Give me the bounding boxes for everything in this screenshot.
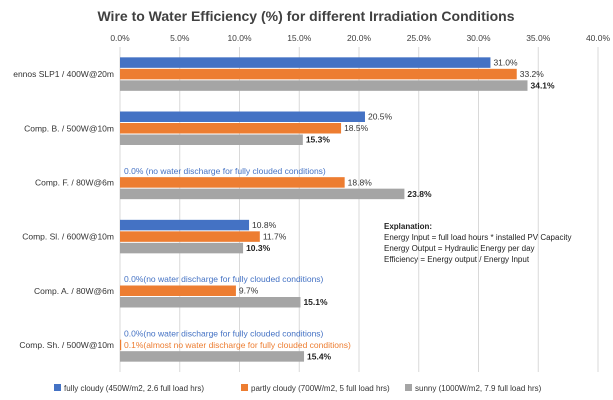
- data-label: 23.8%: [407, 189, 432, 199]
- bar-sunny: [120, 351, 305, 362]
- bars: [120, 57, 528, 362]
- explanation-heading: Explanation:: [384, 222, 432, 231]
- annotation-text: 0.0%(no water discharge for fully cloude…: [124, 274, 324, 284]
- bar-partly-cloudy: [120, 123, 342, 134]
- bar-sunny: [120, 188, 405, 200]
- data-label: 18.8%: [348, 177, 373, 187]
- data-label: 15.1%: [303, 297, 328, 307]
- data-label: 34.1%: [530, 81, 555, 91]
- x-tick-label: 35.0%: [526, 33, 551, 43]
- data-label: 20.5%: [368, 112, 393, 122]
- data-label: 15.3%: [306, 135, 331, 145]
- data-label: 33.2%: [520, 69, 545, 79]
- bar-partly-cloudy: [120, 285, 236, 296]
- data-label: 18.5%: [344, 123, 369, 133]
- category-label: Comp. A. / 80W@6m: [34, 286, 114, 296]
- x-tick-label: 25.0%: [407, 33, 432, 43]
- x-tick-label: 5.0%: [170, 33, 190, 43]
- bar-fully-cloudy: [120, 57, 491, 68]
- legend-label: sunny (1000W/m2, 7.9 full load hrs): [415, 384, 542, 393]
- bar-partly-cloudy: [120, 231, 260, 242]
- explanation-line: Energy Input = full load hours * install…: [384, 233, 571, 242]
- bar-partly-cloudy: [120, 339, 122, 351]
- annotation-text: 0.0%(no water discharge for fully cloude…: [124, 328, 324, 338]
- data-label: 9.7%: [239, 286, 259, 296]
- x-tick-label: 15.0%: [287, 33, 312, 43]
- bar-sunny: [120, 80, 528, 91]
- bar-partly-cloudy: [120, 68, 517, 80]
- chart-title: Wire to Water Efficiency (%) for differe…: [97, 8, 514, 24]
- bar-partly-cloudy: [120, 177, 345, 188]
- category-label: Comp. B. / 500W@10m: [24, 123, 114, 133]
- x-tick-label: 10.0%: [227, 33, 252, 43]
- legend-swatch: [241, 384, 248, 391]
- annotations: 0.0% (no water discharge for fully cloud…: [124, 166, 351, 350]
- bar-sunny: [120, 242, 244, 254]
- category-label: ennos SLP1 / 400W@20m: [13, 69, 114, 79]
- bar-sunny: [120, 134, 303, 145]
- gridlines: [119, 47, 599, 372]
- x-tick-label: 30.0%: [466, 33, 491, 43]
- legend-label: partly cloudy (700W/m2, 5 full load hrs): [251, 384, 390, 393]
- bar-sunny: [120, 297, 301, 308]
- legend-swatch: [405, 384, 412, 391]
- explanation-line: Efficiency = Energy output / Energy Inpu…: [384, 255, 530, 264]
- category-label: Comp. F. / 80W@6m: [35, 177, 114, 187]
- data-label: 15.4%: [307, 351, 332, 361]
- data-labels: 31.0%33.2% 34.1% 20.5%18.5% 15.3% 18.8% 23.8%…: [239, 58, 555, 362]
- annotation-text: 0.1%(almost no water discharge for fully…: [124, 340, 351, 350]
- data-label: 10.8%: [252, 220, 277, 230]
- explanation-line: Energy Output = Hydraulic Energy per day: [384, 244, 535, 253]
- bar-fully-cloudy: [120, 219, 250, 231]
- legend-label: fully cloudy (450W/m2, 2.6 full load hrs…: [64, 384, 204, 393]
- explanation-box: Explanation: Energy Input = full load hou…: [384, 222, 571, 264]
- x-tick-label: 20.0%: [347, 33, 372, 43]
- data-label: 11.7%: [263, 232, 287, 242]
- category-label: Comp. Sh. / 500W@10m: [19, 340, 114, 350]
- data-label: 31.0%: [493, 58, 518, 68]
- legend-swatch: [54, 384, 61, 391]
- bar-fully-cloudy: [120, 111, 365, 122]
- x-axis-ticks: 0.0% 5.0% 10.0% 15.0% 20.0% 25.0% 30.0% 35.0% 40…: [110, 33, 610, 43]
- x-tick-label: 40.0%: [586, 33, 611, 43]
- category-label: Comp. Sl. / 600W@10m: [22, 232, 114, 242]
- data-label: 10.3%: [246, 243, 271, 253]
- x-tick-label: 0.0%: [110, 33, 130, 43]
- category-labels: ennos SLP1 / 400W@20m Comp. B. / 500W@10m…: [13, 69, 114, 350]
- legend: fully cloudy (450W/m2, 2.6 full load hrs…: [54, 384, 542, 393]
- annotation-text: 0.0% (no water discharge for fully cloud…: [124, 166, 326, 176]
